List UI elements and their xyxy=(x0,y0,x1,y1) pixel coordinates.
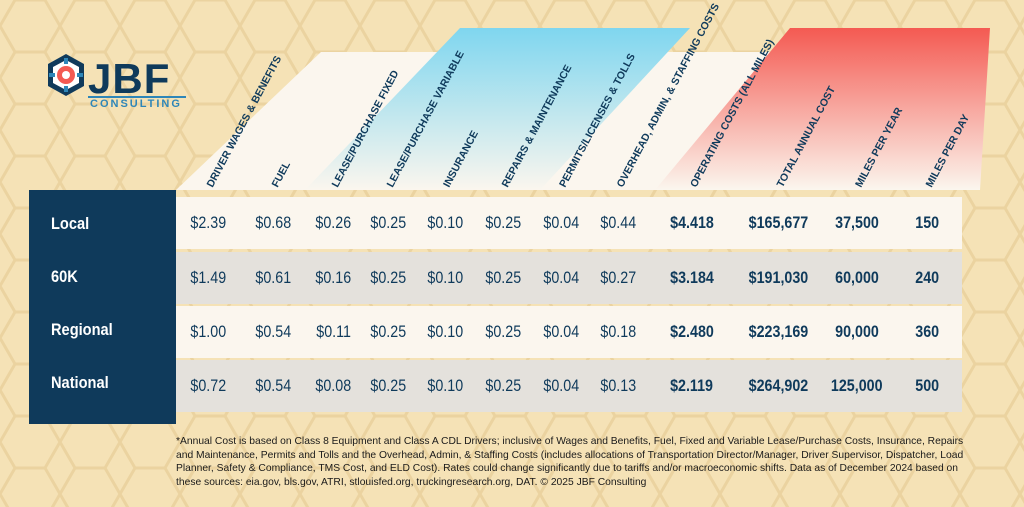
table-cell: 240 xyxy=(915,268,940,287)
table-cell: $264,902 xyxy=(748,376,809,395)
table-cell: $0.25 xyxy=(485,213,522,232)
table-cell: 125,000 xyxy=(831,376,883,395)
table-cell: 150 xyxy=(915,213,940,232)
table-cell: $191,030 xyxy=(748,268,809,287)
table-cell: $1.00 xyxy=(190,322,227,341)
row-label-regional: Regional xyxy=(51,320,113,339)
table-cell: $0.11 xyxy=(316,322,351,341)
row-label-local: Local xyxy=(51,214,90,233)
table-cell: $165,677 xyxy=(748,213,809,232)
table-cell: $0.61 xyxy=(255,268,292,287)
table-cell: $0.44 xyxy=(600,213,637,232)
table-cell: $0.26 xyxy=(315,213,352,232)
table-cell: $0.04 xyxy=(543,213,579,232)
table-cell: $0.25 xyxy=(370,322,407,341)
table-cell: $0.04 xyxy=(543,322,579,341)
table-cell: $0.68 xyxy=(255,213,292,232)
table-cell: $0.10 xyxy=(427,213,463,232)
table-cell: $3.184 xyxy=(670,268,714,287)
logo-underline xyxy=(88,96,186,98)
row-label-panel: Local 60K Regional National xyxy=(29,190,176,424)
table-cell: $0.25 xyxy=(485,322,522,341)
cost-table: $2.39 $0.68 $0.26 $0.25 $0.10 $0.25 $0.04 $0.44… xyxy=(176,197,962,423)
table-cell: $0.54 xyxy=(255,376,292,395)
table-cell: $0.10 xyxy=(427,322,463,341)
table-cell: $0.25 xyxy=(370,213,407,232)
table-cell: $0.04 xyxy=(543,268,579,287)
table-cell: $0.54 xyxy=(255,322,292,341)
table-cell: $0.72 xyxy=(190,376,227,395)
table-cell: $0.16 xyxy=(315,268,352,287)
table-cell: $0.25 xyxy=(485,376,522,395)
table-cell: $1.49 xyxy=(190,268,227,287)
table-row: $0.72 $0.54 $0.08 $0.25 $0.10 $0.25 $0.04 $0.13… xyxy=(176,360,962,412)
table-cell: $0.04 xyxy=(543,376,579,395)
header-accent-blue xyxy=(305,28,690,190)
logo-wordmark: JBF xyxy=(88,55,171,102)
table-row: $1.49 $0.61 $0.16 $0.25 $0.10 $0.25 $0.04 $0.27… xyxy=(176,252,962,304)
logo-subtitle: CONSULTING xyxy=(90,98,182,110)
row-label-national: National xyxy=(51,373,109,392)
footnote: *Annual Cost is based on Class 8 Equipme… xyxy=(176,436,964,488)
table-cell: 360 xyxy=(915,322,940,341)
table-cell: $0.13 xyxy=(600,376,637,395)
table-cell: $2.480 xyxy=(670,322,714,341)
table-cell: 60,000 xyxy=(835,268,879,287)
table-row: $2.39 $0.68 $0.26 $0.25 $0.10 $0.25 $0.04 $0.44… xyxy=(176,197,962,249)
table-cell: $223,169 xyxy=(748,322,809,341)
table-cell: $0.10 xyxy=(427,268,463,287)
table-cell: $0.25 xyxy=(485,268,522,287)
table-cell: 500 xyxy=(915,376,940,395)
table-cell: $2.39 xyxy=(190,213,227,232)
table-cell: $4.418 xyxy=(670,213,714,232)
table-cell: $0.08 xyxy=(315,376,352,395)
table-cell: $0.25 xyxy=(370,376,407,395)
row-label-60k: 60K xyxy=(51,267,78,286)
table-cell: $0.25 xyxy=(370,268,407,287)
table-cell: $0.27 xyxy=(600,268,637,287)
table-row: $1.00 $0.54 $0.11 $0.25 $0.10 $0.25 $0.04 $0.18… xyxy=(176,306,962,358)
table-cell: 37,500 xyxy=(835,213,879,232)
table-cell: $0.10 xyxy=(427,376,463,395)
header-accent-red xyxy=(655,28,990,190)
table-cell: 90,000 xyxy=(835,322,879,341)
compass-logo-icon xyxy=(48,54,84,96)
table-cell: $2.119 xyxy=(670,376,714,395)
table-cell: $0.18 xyxy=(600,322,637,341)
